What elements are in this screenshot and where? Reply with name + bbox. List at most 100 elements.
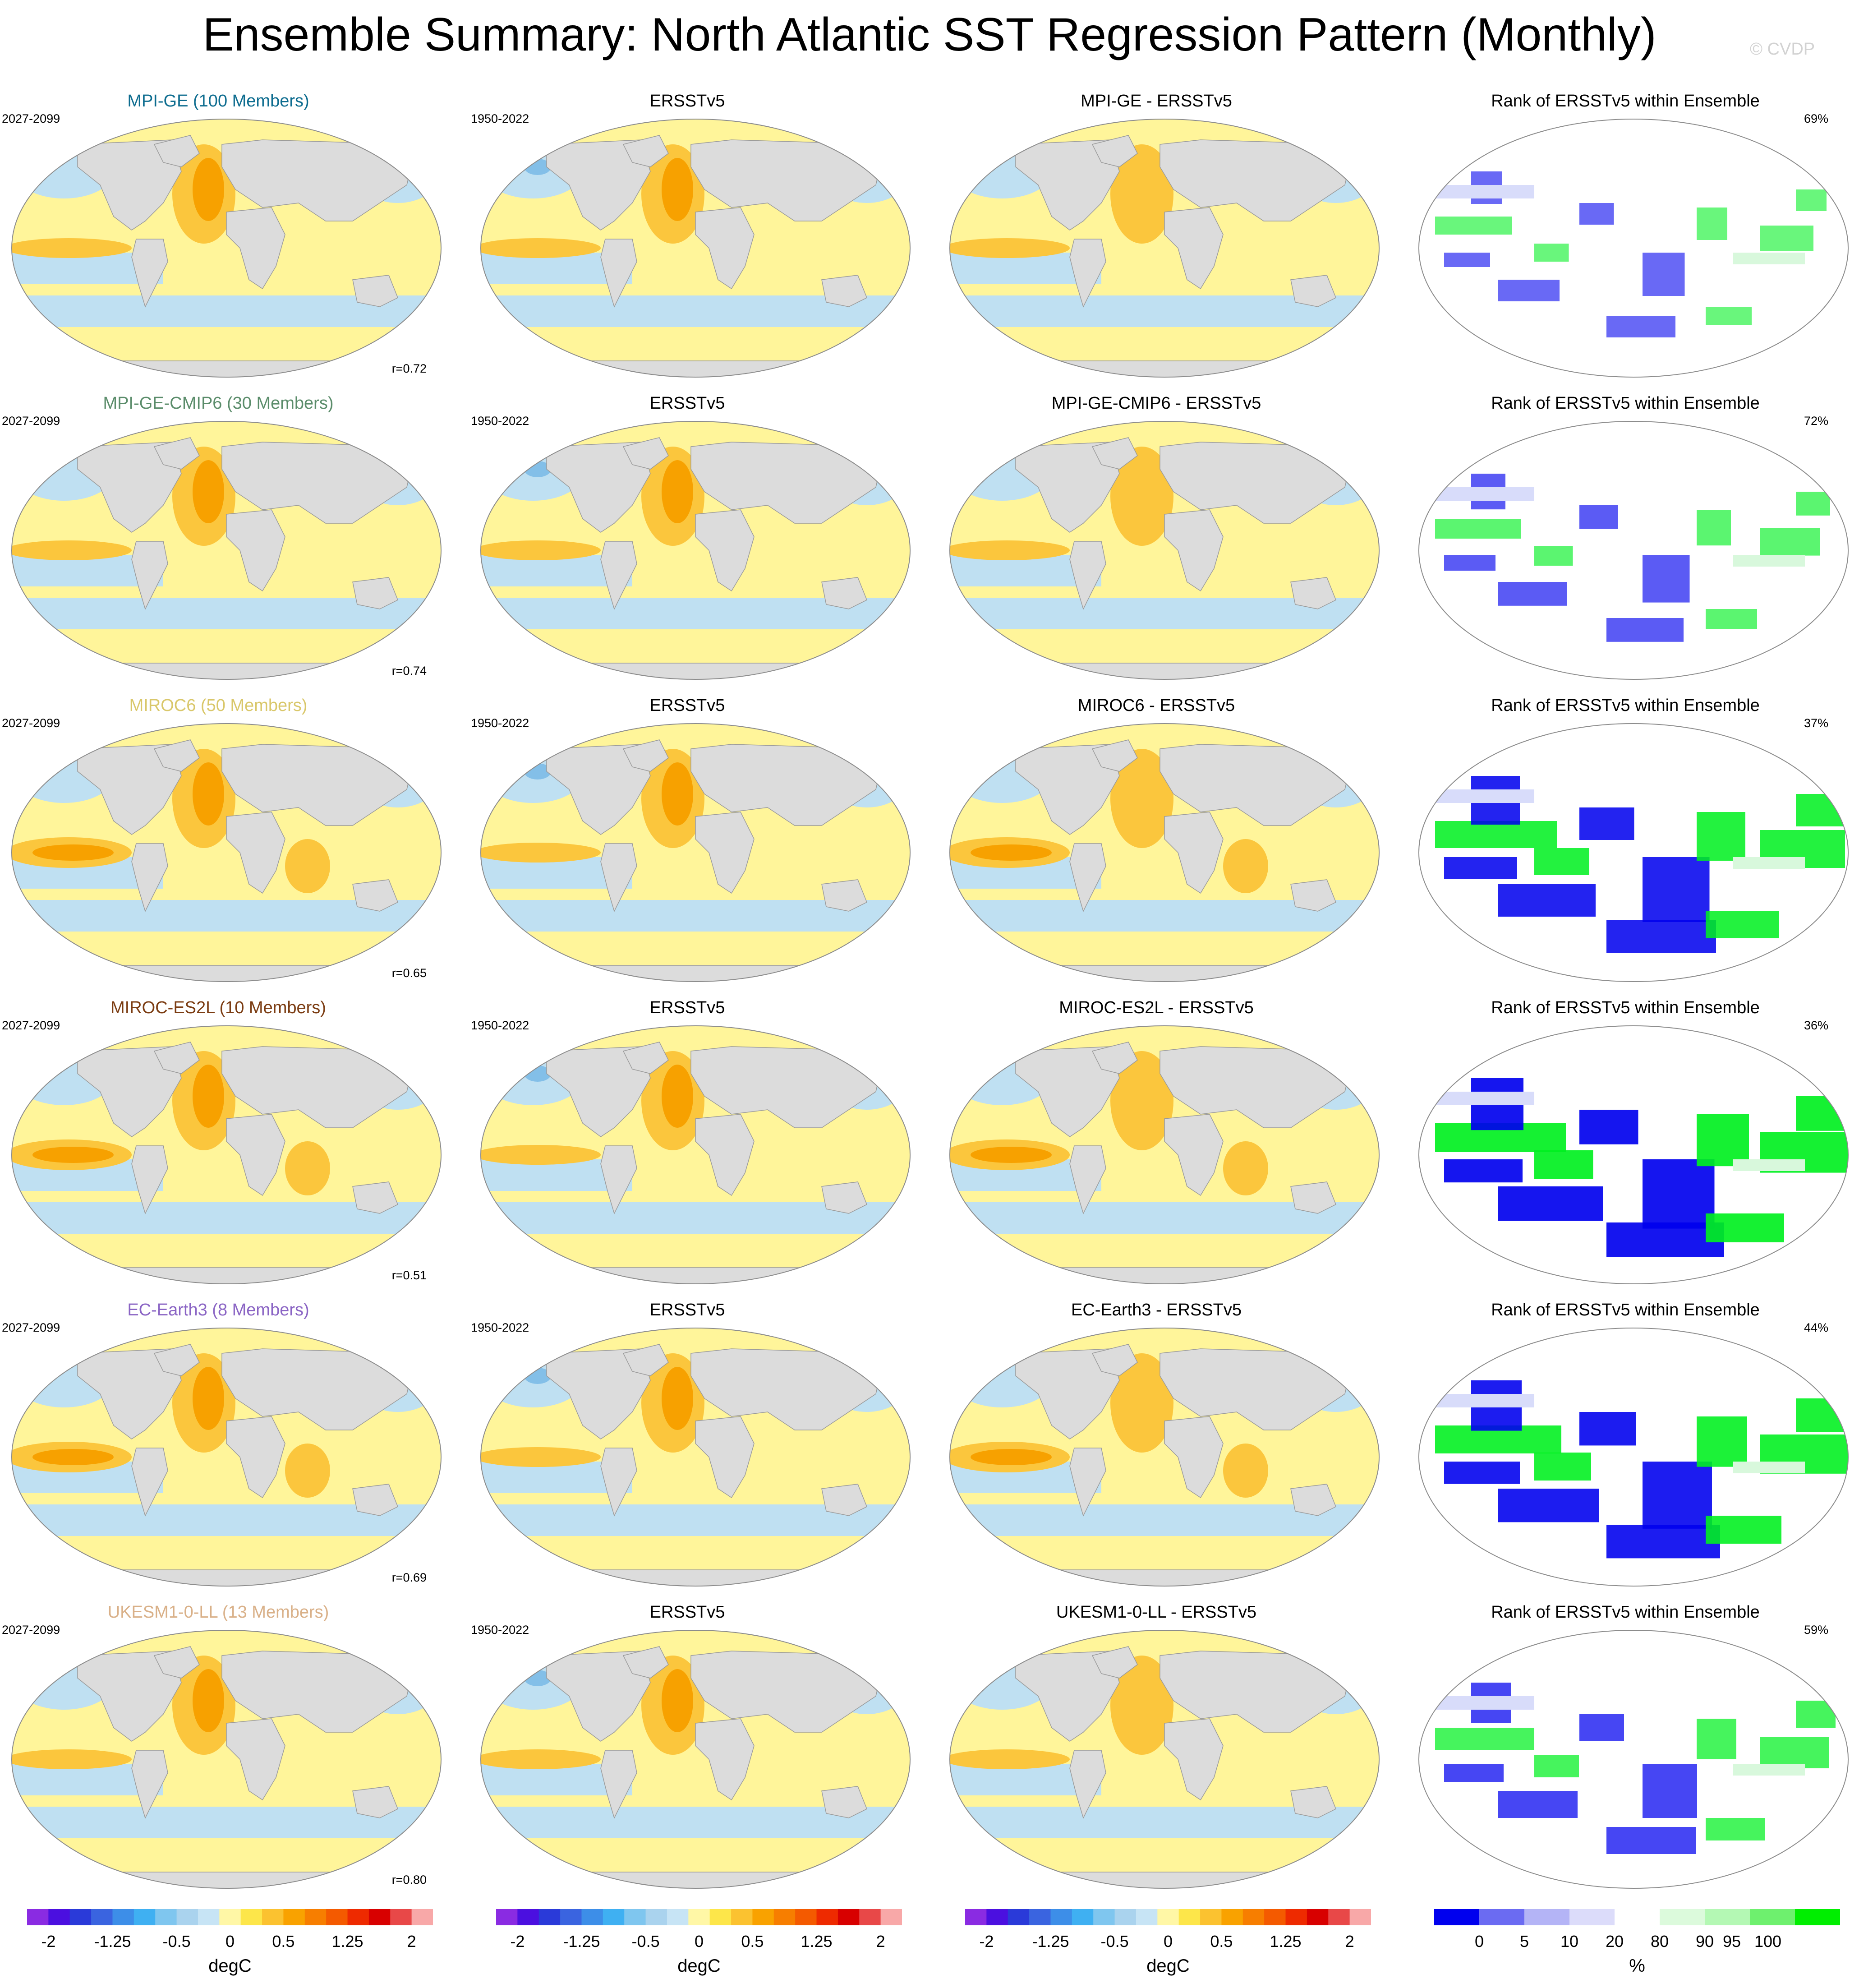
panel-obs: ERSSTv5 1950-2022	[471, 1299, 911, 1588]
panel-obs: ERSSTv5 1950-2022	[471, 392, 911, 681]
colorbar-swatch	[411, 1909, 433, 1925]
colorbar-obs: -2 -1.25 -0.5 0 0.5 1.25 2 degC	[496, 1909, 902, 1986]
colorbar-tick-label: 2	[1345, 1932, 1354, 1951]
map-diff	[949, 723, 1380, 982]
rank-percent: 72%	[1804, 414, 1828, 428]
colorbar-tick-label: 0	[225, 1932, 235, 1951]
colorbar-swatch	[538, 1909, 561, 1925]
colorbar-tick-label: 90	[1695, 1932, 1714, 1951]
colorbar-swatch	[1050, 1909, 1072, 1925]
period-label: 2027-2099	[2, 1623, 60, 1637]
period-label: 2027-2099	[2, 1321, 60, 1334]
panel-diff: MPI-GE-CMIP6 - ERSSTv5	[940, 392, 1380, 681]
rank-percent: 37%	[1804, 716, 1828, 730]
map-diff	[949, 1630, 1380, 1889]
colorbar-swatch	[1029, 1909, 1051, 1925]
colorbar-swatch	[1242, 1909, 1265, 1925]
colorbar-tick-label: -0.5	[162, 1932, 191, 1951]
period-label: 2027-2099	[2, 1019, 60, 1032]
colorbar-swatch	[624, 1909, 646, 1925]
colorbar-swatch	[69, 1909, 92, 1925]
map-model	[11, 1328, 442, 1587]
colorbar-swatch	[1136, 1909, 1158, 1925]
colorbar-swatch	[688, 1909, 710, 1925]
colorbar-swatch	[816, 1909, 838, 1925]
map-obs	[480, 1025, 911, 1284]
map-obs	[480, 421, 911, 680]
panel-title: ERSSTv5	[649, 1603, 725, 1622]
page-title: Ensemble Summary: North Atlantic SST Reg…	[202, 9, 1657, 61]
map-diff	[949, 1328, 1380, 1587]
period-label: 1950-2022	[471, 716, 529, 730]
colorbar-swatch	[859, 1909, 881, 1925]
map-rank	[1418, 1328, 1849, 1587]
map-rank	[1418, 119, 1849, 378]
pattern-correlation: r=0.74	[391, 664, 427, 678]
colorbar-swatch	[1008, 1909, 1030, 1925]
panel-title: MIROC-ES2L - ERSSTv5	[1059, 998, 1254, 1017]
panel-model: MPI-GE (100 Members) 2027-2099 r=0.72	[2, 90, 442, 379]
colorbar-tick-label: 2	[876, 1932, 885, 1951]
map-diff	[949, 1025, 1380, 1284]
panel-title: Rank of ERSSTv5 within Ensemble	[1491, 696, 1760, 715]
colorbar-swatch	[880, 1909, 902, 1925]
colorbar-swatches	[496, 1909, 902, 1925]
colorbar-swatch	[48, 1909, 70, 1925]
colorbar-tick-label: -0.5	[631, 1932, 660, 1951]
panel-model: MPI-GE-CMIP6 (30 Members) 2027-2099 r=0.74	[2, 392, 442, 681]
panel-model: EC-Earth3 (8 Members) 2027-2099 r=0.69	[2, 1299, 442, 1588]
colorbar-unit: degC	[1146, 1956, 1190, 1976]
colorbar-tick-label: 5	[1519, 1932, 1529, 1951]
colorbar-swatch	[1072, 1909, 1094, 1925]
colorbar-swatch	[560, 1909, 582, 1925]
map-obs	[480, 1328, 911, 1587]
colorbar-swatch	[1615, 1909, 1660, 1925]
panel-title: MPI-GE-CMIP6 (30 Members)	[103, 394, 334, 413]
colorbar-swatch	[1200, 1909, 1222, 1925]
map-obs	[480, 119, 911, 378]
period-label: 2027-2099	[2, 716, 60, 730]
period-label: 1950-2022	[471, 1623, 529, 1637]
panel-diff: MIROC-ES2L - ERSSTv5	[940, 997, 1380, 1286]
pattern-correlation: r=0.80	[391, 1873, 427, 1887]
colorbar-swatch	[1157, 1909, 1179, 1925]
colorbar-swatch	[347, 1909, 369, 1925]
colorbar-swatch	[91, 1909, 113, 1925]
colorbar-swatches	[965, 1909, 1371, 1925]
colorbar-swatch	[603, 1909, 625, 1925]
colorbar-diff: -2 -1.25 -0.5 0 0.5 1.25 2 degC	[965, 1909, 1371, 1986]
colorbar-swatch	[837, 1909, 860, 1925]
colorbar-swatch	[986, 1909, 1008, 1925]
rank-percent: 36%	[1804, 1019, 1828, 1032]
colorbar-tick-label: 100	[1754, 1932, 1782, 1951]
panel-title: Rank of ERSSTv5 within Ensemble	[1491, 1301, 1760, 1319]
colorbar-swatch	[1093, 1909, 1115, 1925]
colorbar-tick-label: 20	[1605, 1932, 1624, 1951]
colorbar-tick-label: 0.5	[1210, 1932, 1233, 1951]
colorbar-tick-label: -1.25	[1032, 1932, 1069, 1951]
colorbar-swatch	[709, 1909, 732, 1925]
colorbar-swatch	[1479, 1909, 1525, 1925]
period-label: 1950-2022	[471, 1321, 529, 1334]
panel-obs: ERSSTv5 1950-2022	[471, 1601, 911, 1890]
panel-rank: Rank of ERSSTv5 within Ensemble 36%	[1409, 997, 1849, 1286]
colorbar-swatch	[1349, 1909, 1371, 1925]
colorbar-swatch	[752, 1909, 774, 1925]
panel-title: Rank of ERSSTv5 within Ensemble	[1491, 92, 1760, 111]
panel-obs: ERSSTv5 1950-2022	[471, 997, 911, 1286]
colorbar-swatch	[176, 1909, 198, 1925]
panel-diff: MPI-GE - ERSSTv5	[940, 90, 1380, 379]
colorbar-swatch	[112, 1909, 134, 1925]
panel-model: UKESM1-0-LL (13 Members) 2027-2099 r=0.80	[2, 1601, 442, 1890]
colorbar-tick-label: -2	[979, 1932, 994, 1951]
panel-title: MIROC-ES2L (10 Members)	[110, 998, 326, 1017]
watermark: © CVDP	[1750, 40, 1815, 59]
colorbar-swatch	[262, 1909, 284, 1925]
colorbar-tick-label: -2	[41, 1932, 56, 1951]
panel-rank: Rank of ERSSTv5 within Ensemble 69%	[1409, 90, 1849, 379]
colorbar-swatch	[133, 1909, 156, 1925]
colorbar-swatch	[198, 1909, 220, 1925]
colorbar-tick-label: 2	[407, 1932, 416, 1951]
colorbar-swatch	[1285, 1909, 1307, 1925]
rank-percent: 59%	[1804, 1623, 1828, 1637]
